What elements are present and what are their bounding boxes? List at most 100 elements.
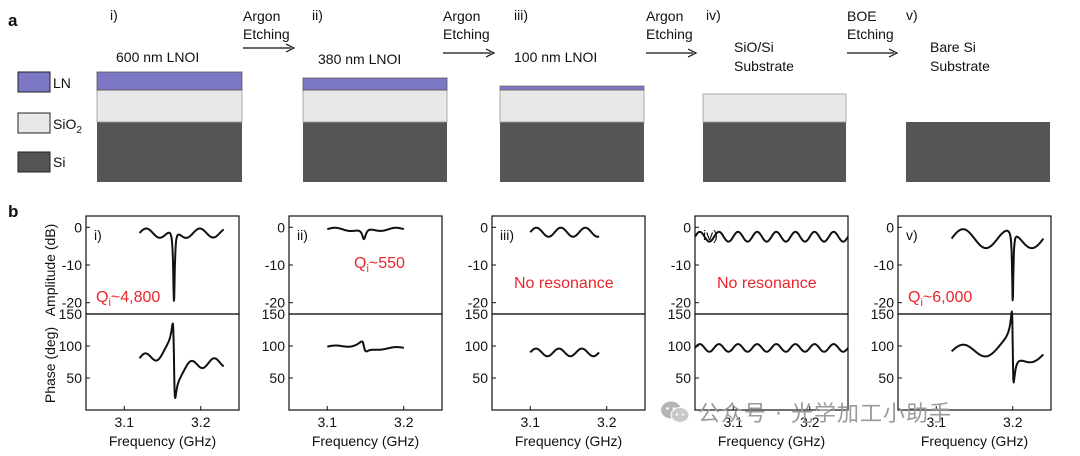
amp-tick-label: 0 [480, 219, 488, 235]
amp-tick-label: 0 [683, 219, 691, 235]
x-axis-title: Frequency (GHz) [921, 433, 1028, 449]
step-i: i) 600 nm LNOI [96, 7, 243, 182]
phase-tick-label: 150 [262, 306, 286, 322]
phase-curve-3 [529, 347, 600, 358]
step-iv: iv) SiO/Si Substrate [702, 7, 847, 182]
quality-factor-annotation: Qi~550 [354, 255, 405, 275]
phase-tick-label: 150 [668, 306, 692, 322]
amplitude-frame-4 [694, 215, 849, 315]
arrow-4-line2: Etching [847, 26, 894, 42]
step-ii-title: 380 nm LNOI [318, 51, 401, 67]
x-axis-title: Frequency (GHz) [109, 433, 216, 449]
x-axis-title: Frequency (GHz) [718, 433, 825, 449]
arrow-2-line1: Argon [443, 8, 480, 24]
amp-tick-label: -10 [468, 257, 488, 273]
step-iv-si-layer [703, 122, 846, 182]
phase-tick-label: 100 [262, 338, 286, 354]
x-tick-label: 3.2 [394, 414, 414, 430]
phase-curve-5 [950, 310, 1044, 384]
amplitude-curve-1 [138, 227, 225, 302]
step-ii: ii) 380 nm LNOI [302, 7, 448, 182]
amp-tick-label: -20 [874, 295, 894, 311]
arrow-3-line2: Etching [646, 26, 693, 42]
amp-tick-label: 0 [886, 219, 894, 235]
arrow-2: Argon Etching [443, 8, 496, 58]
step-iii-ln-layer [499, 85, 645, 91]
step-iv-title-line1: SiO/Si [734, 39, 774, 55]
x-tick-label: 3.1 [318, 414, 338, 430]
quality-factor-annotation: No resonance [514, 275, 614, 292]
phase-frame-3 [491, 313, 646, 411]
quality-factor-annotation: No resonance [717, 275, 817, 292]
x-tick-label: 3.1 [115, 414, 135, 430]
arrow-4-line1: BOE [847, 8, 877, 24]
step-iii-sio2-layer [499, 89, 645, 123]
watermark-text: 公众号 · 光学加工小助手 [698, 402, 952, 427]
phase-curve-1 [138, 322, 225, 399]
legend-label-ln: LN [53, 75, 71, 91]
x-axis-title: Frequency (GHz) [312, 433, 419, 449]
x-tick-label: 3.1 [724, 414, 744, 430]
step-iii: iii) 100 nm LNOI [499, 7, 645, 182]
panel-a-letter: a [8, 11, 18, 30]
step-ii-sio2-layer [302, 89, 448, 123]
step-i-ln-layer [96, 71, 243, 91]
step-ii-roman: ii) [312, 7, 323, 23]
layer-legend: LN SiO2 Si [17, 71, 82, 173]
phase-tick-label: 50 [878, 370, 894, 386]
phase-tick-label: 150 [871, 306, 895, 322]
x-tick-label: 3.2 [191, 414, 211, 430]
arrow-3: Argon Etching [646, 8, 698, 58]
panel-roman-label: iii) [500, 227, 514, 243]
amplitude-axis-title: Amplitude (dB) [42, 224, 58, 317]
phase-tick-label: 50 [675, 370, 691, 386]
step-v: v) Bare Si Substrate [906, 7, 1050, 182]
arrow-1-line2: Etching [243, 26, 290, 42]
arrow-3-line1: Argon [646, 8, 683, 24]
quality-factor-annotation: Qi~4,800 [96, 289, 160, 309]
step-i-title: 600 nm LNOI [116, 49, 199, 65]
x-axis-title: Frequency (GHz) [515, 433, 622, 449]
amp-tick-label: -20 [265, 295, 285, 311]
amp-tick-label: -10 [671, 257, 691, 273]
panel-roman-label: i) [94, 227, 102, 243]
step-ii-si-layer [303, 122, 447, 182]
x-tick-label: 3.2 [1003, 414, 1023, 430]
step-iv-title-line2: Substrate [734, 58, 794, 74]
step-iii-title: 100 nm LNOI [514, 49, 597, 65]
amp-tick-label: -10 [265, 257, 285, 273]
amplitude-frame-3 [491, 215, 646, 315]
phase-tick-label: 150 [59, 306, 83, 322]
arrow-1: Argon Etching [243, 8, 296, 53]
step-i-roman: i) [110, 7, 118, 23]
legend-swatch-ln [17, 71, 51, 93]
amp-tick-label: -20 [62, 295, 82, 311]
step-iv-roman: iv) [706, 7, 721, 23]
phase-frame-4 [694, 313, 849, 411]
amplitude-curve-5 [950, 228, 1045, 302]
legend-swatch-si [17, 151, 51, 173]
arrow-2-line2: Etching [443, 26, 490, 42]
amplitude-curve-3 [529, 226, 600, 238]
amp-tick-label: 0 [277, 219, 285, 235]
phase-tick-label: 100 [871, 338, 895, 354]
step-ii-ln-layer [302, 77, 448, 91]
amplitude-curve-2 [326, 226, 405, 241]
phase-tick-label: 50 [269, 370, 285, 386]
amp-tick-label: -10 [874, 257, 894, 273]
x-tick-label: 3.1 [521, 414, 541, 430]
x-tick-label: 3.2 [800, 414, 820, 430]
amp-tick-label: -10 [62, 257, 82, 273]
phase-tick-label: 100 [465, 338, 489, 354]
phase-tick-label: 150 [465, 306, 489, 322]
legend-swatch-sio2 [17, 112, 51, 134]
step-v-si-layer [906, 122, 1050, 182]
panel-b-letter: b [8, 202, 18, 221]
phase-tick-label: 50 [472, 370, 488, 386]
phase-tick-label: 100 [668, 338, 692, 354]
quality-factor-annotation: Qi~6,000 [908, 289, 972, 309]
amp-tick-label: 0 [74, 219, 82, 235]
step-i-sio2-layer [96, 89, 243, 123]
